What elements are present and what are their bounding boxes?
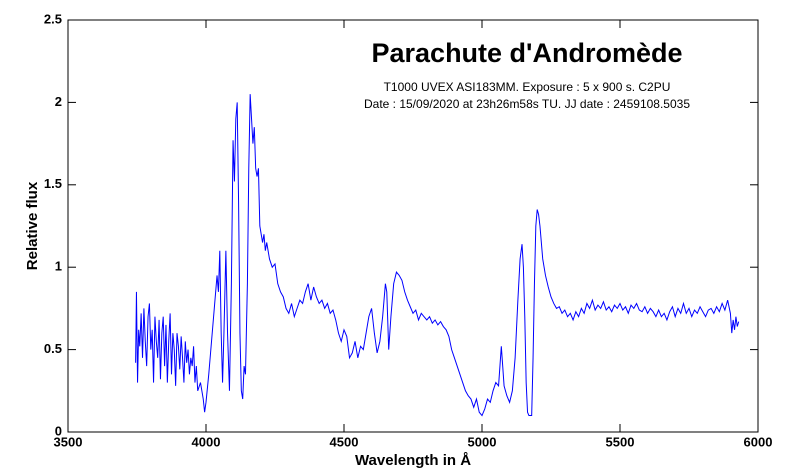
x-tick-label: 4500 [330,434,359,449]
y-tick-label: 1.5 [44,176,62,191]
plot-frame [67,19,759,433]
y-tick-label: 1 [55,259,62,274]
y-axis-label: Relative flux [24,181,41,270]
subtitle: Date : 15/09/2020 at 23h26m58s TU. JJ da… [364,97,690,111]
y-tick-label: 0 [55,423,62,438]
x-tick-label: 6000 [744,434,773,449]
spectrum-line [135,94,740,417]
x-tick-label: 3500 [54,434,83,449]
y-tick-label: 0.5 [44,341,62,356]
y-tick-label: 2.5 [44,11,62,26]
x-axis-label: Wavelength in Å [355,452,471,469]
x-tick-label: 5500 [606,434,635,449]
x-tick-label: 4000 [192,434,221,449]
chart-title: Parachute d'Andromède [372,38,683,68]
x-tick-label: 5000 [468,434,497,449]
subtitle: T1000 UVEX ASI183MM. Exposure : 5 x 900 … [384,80,671,94]
y-tick-label: 2 [55,94,62,109]
